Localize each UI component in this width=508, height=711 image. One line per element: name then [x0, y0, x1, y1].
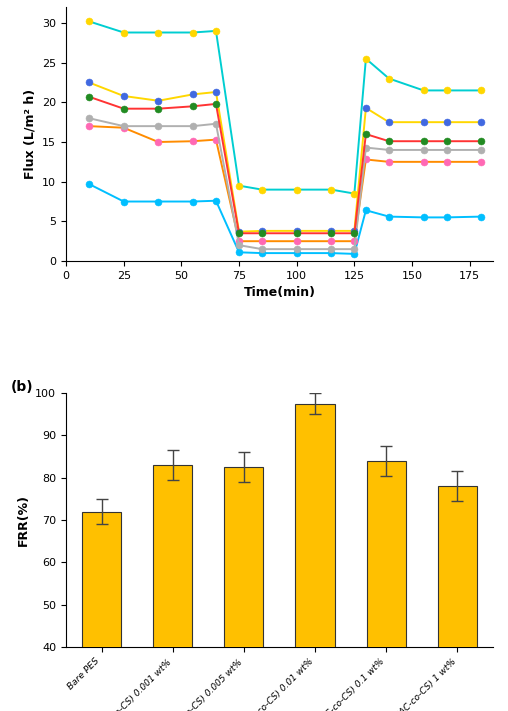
Bar: [296, 404, 335, 711]
Text: (b): (b): [11, 380, 33, 395]
Bar: [437, 486, 477, 711]
X-axis label: Time(min): Time(min): [243, 287, 315, 299]
Bar: [366, 461, 405, 711]
Bar: [82, 512, 121, 711]
Bar: [153, 465, 192, 711]
Y-axis label: Flux (L/m² h): Flux (L/m² h): [24, 89, 37, 179]
Bar: [224, 467, 264, 711]
Y-axis label: FRR(%): FRR(%): [17, 494, 30, 546]
